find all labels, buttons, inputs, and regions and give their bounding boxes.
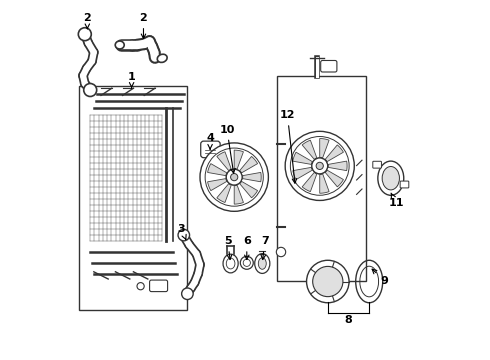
- Circle shape: [178, 229, 190, 241]
- Ellipse shape: [255, 253, 270, 274]
- Circle shape: [285, 131, 354, 201]
- Text: 11: 11: [389, 193, 404, 208]
- FancyBboxPatch shape: [373, 161, 381, 168]
- Ellipse shape: [115, 41, 124, 49]
- Circle shape: [313, 266, 343, 297]
- Ellipse shape: [378, 161, 404, 195]
- Ellipse shape: [382, 166, 399, 190]
- Circle shape: [137, 283, 144, 290]
- Polygon shape: [302, 172, 317, 192]
- Circle shape: [226, 169, 242, 185]
- Polygon shape: [234, 150, 244, 169]
- Text: 2: 2: [83, 13, 91, 29]
- Text: 9: 9: [372, 269, 389, 286]
- Ellipse shape: [157, 54, 167, 62]
- Circle shape: [276, 247, 286, 257]
- Polygon shape: [293, 152, 312, 165]
- Polygon shape: [293, 167, 312, 180]
- Polygon shape: [325, 145, 343, 162]
- Polygon shape: [217, 152, 231, 171]
- Polygon shape: [243, 172, 261, 182]
- Ellipse shape: [223, 254, 238, 273]
- FancyBboxPatch shape: [400, 181, 409, 188]
- Text: 8: 8: [345, 315, 353, 325]
- Circle shape: [231, 174, 238, 181]
- Polygon shape: [319, 139, 329, 158]
- Ellipse shape: [226, 258, 235, 269]
- Polygon shape: [217, 184, 231, 203]
- Text: 12: 12: [280, 110, 296, 183]
- Text: 10: 10: [220, 125, 235, 173]
- Circle shape: [226, 169, 242, 185]
- Bar: [79, 86, 187, 310]
- Circle shape: [205, 148, 263, 206]
- Circle shape: [182, 288, 193, 300]
- FancyBboxPatch shape: [149, 280, 168, 292]
- FancyBboxPatch shape: [320, 60, 337, 72]
- Text: 5: 5: [224, 236, 232, 260]
- Polygon shape: [208, 179, 227, 191]
- FancyBboxPatch shape: [201, 141, 220, 158]
- Polygon shape: [240, 157, 258, 173]
- Text: 4: 4: [206, 133, 214, 149]
- Circle shape: [240, 256, 253, 269]
- Circle shape: [316, 162, 323, 170]
- Polygon shape: [208, 163, 227, 176]
- Polygon shape: [302, 140, 317, 159]
- Ellipse shape: [307, 260, 349, 303]
- Circle shape: [243, 259, 250, 266]
- Ellipse shape: [258, 258, 266, 269]
- Circle shape: [200, 143, 269, 211]
- Text: 2: 2: [140, 13, 147, 39]
- Text: 6: 6: [243, 236, 251, 260]
- Polygon shape: [240, 181, 258, 198]
- Circle shape: [291, 136, 349, 195]
- Polygon shape: [325, 170, 343, 187]
- Circle shape: [312, 158, 328, 174]
- Polygon shape: [320, 174, 329, 193]
- Text: 1: 1: [128, 72, 135, 88]
- Circle shape: [78, 28, 91, 41]
- Text: 3: 3: [177, 224, 186, 239]
- Circle shape: [84, 84, 97, 96]
- Text: 7: 7: [261, 236, 269, 260]
- Bar: [277, 76, 366, 281]
- Circle shape: [312, 158, 328, 174]
- Polygon shape: [328, 161, 347, 171]
- Polygon shape: [234, 185, 244, 204]
